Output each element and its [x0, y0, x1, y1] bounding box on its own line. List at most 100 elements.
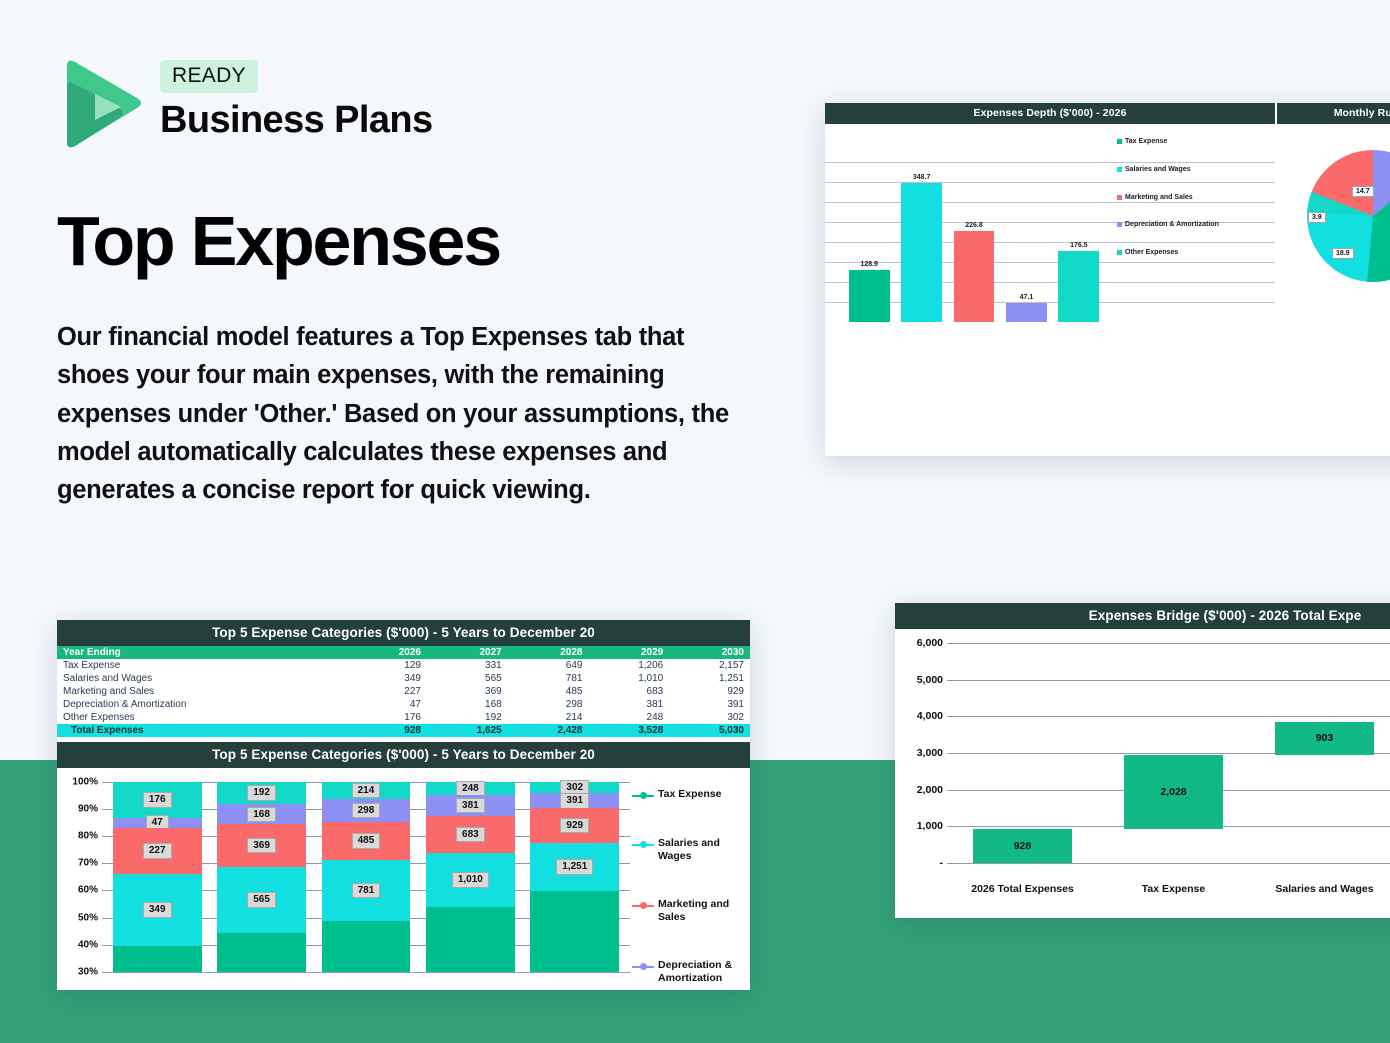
- depth-bar-value: 226.8: [965, 222, 983, 230]
- table-cell: 929: [727, 686, 744, 697]
- depth-gridlines: [825, 132, 1275, 322]
- stacked-segment: 369: [217, 824, 306, 868]
- stacked-segment-value: 192: [247, 785, 276, 801]
- table-cell: 298: [565, 699, 583, 710]
- stacked-legend-item: Tax Expense: [632, 788, 750, 801]
- stacked-segment-value: 248: [456, 780, 485, 797]
- bridge-bars: 928 2026 Total Expenses 2,028 Tax Expense 90…: [947, 643, 1390, 895]
- stacked-segment: [217, 933, 306, 972]
- legend-marker-icon: [632, 790, 654, 801]
- table-cell: 391: [727, 699, 744, 710]
- table-cell: 47: [409, 699, 421, 710]
- expense-categories-card[interactable]: Top 5 Expense Categories ($'000) - 5 Yea…: [57, 620, 750, 990]
- depth-legend: Tax Expense Salaries and Wages Marketing a…: [1117, 138, 1267, 277]
- depth-bar: [848, 270, 890, 322]
- stacked-y-tick: 100%: [72, 776, 98, 788]
- table-column-header: 2028: [507, 646, 589, 659]
- depth-legend-label: Marketing and Sales: [1125, 193, 1193, 201]
- table-column-header: Year Ending: [57, 646, 353, 659]
- stacked-segment: 176: [112, 782, 202, 819]
- stacked-segment-value: 168: [247, 806, 276, 822]
- stacked-legend-label: Marketing and Sales: [658, 898, 730, 923]
- table-row-label: Marketing and Sales: [63, 686, 155, 697]
- stacked-segment-value: 369: [247, 837, 276, 854]
- table-row-label: Tax Expense: [63, 660, 121, 671]
- table-column-header: 2029: [588, 646, 670, 659]
- bridge-y-axis: 6,000 5,000 4,000 3,000 2,000 1,000 -: [895, 637, 947, 869]
- legend-swatch-icon: [1117, 250, 1122, 255]
- legend-marker-icon: [632, 839, 654, 850]
- stacked-legend-item: Salaries and Wages: [632, 837, 750, 862]
- stacked-segment: 1,010: [426, 852, 515, 908]
- table-total-cell: 928: [352, 724, 427, 737]
- brand-name: Business Plans: [160, 99, 433, 141]
- table-cell: 369: [485, 686, 502, 697]
- expenses-depth-card[interactable]: Expenses Depth ($'000) - 2026 128.9 348.7…: [825, 103, 1390, 456]
- stacked-y-tick: 80%: [77, 830, 98, 842]
- stacked-column: 176 47 227 349: [112, 782, 202, 972]
- expenses-bridge-card[interactable]: Expenses Bridge ($'000) - 2026 Total Exp…: [895, 603, 1390, 918]
- stacked-legend-item: Depreciation & Amortization: [632, 959, 750, 984]
- stacked-segment-value: 1,010: [451, 872, 489, 888]
- depth-legend-item: Tax Expense: [1117, 138, 1267, 147]
- stacked-segment: 929: [530, 808, 620, 844]
- pie-slice-value: 3.9: [1308, 212, 1326, 223]
- stacked-y-tick: 40%: [77, 939, 98, 951]
- legend-marker-icon: [632, 961, 654, 972]
- bridge-category-label: Tax Expense: [1141, 883, 1206, 895]
- table-cell: 485: [565, 686, 583, 697]
- legend-swatch-icon: [1117, 194, 1122, 200]
- stacked-segment-value: 176: [142, 792, 172, 808]
- table-row: Marketing and Sales 227 369 485 683 929: [57, 685, 750, 698]
- table-row: Other Expenses 176 192 214 248 302: [57, 711, 750, 724]
- bridge-y-tick: -: [939, 857, 944, 869]
- stacked-segment-value: 485: [351, 833, 381, 849]
- stacked-segment: 168: [217, 804, 306, 825]
- stacked-segment: 391: [530, 793, 620, 809]
- run-rate-chart-title: Monthly Run-Rate ($'000) -: [1277, 103, 1390, 124]
- table-cell: 1,206: [638, 660, 664, 671]
- stacked-segment-value: 298: [351, 802, 381, 819]
- pie-slice-value: 18.9: [1332, 248, 1354, 259]
- bridge-bar-value: 903: [1315, 732, 1334, 745]
- table-cell: 168: [485, 699, 502, 710]
- depth-bar-column: 128.9: [843, 162, 895, 322]
- stacked-y-tick: 30%: [77, 966, 98, 978]
- gridline: [947, 716, 1390, 718]
- table-row-label: Salaries and Wages: [63, 673, 153, 684]
- stacked-column: 248 381 683 1,010: [426, 780, 515, 972]
- stacked-segment-value: 683: [456, 826, 485, 842]
- table-cell: 349: [404, 673, 421, 684]
- stacked-y-tick: 60%: [77, 884, 98, 896]
- stacked-legend: Tax Expense Salaries and Wages Marketing a…: [632, 788, 750, 990]
- stacked-columns: 176 47 227 349 192 168 369 565 214 298 485 781 248 38…: [105, 779, 627, 972]
- gridline: [947, 679, 1390, 681]
- stacked-segment-value: 349: [142, 902, 172, 918]
- table-cell: 381: [646, 699, 664, 710]
- table-row-label: Other Expenses: [63, 712, 135, 723]
- stacked-segment: 227: [112, 827, 202, 875]
- brand-logo[interactable]: READY Business Plans: [57, 58, 477, 158]
- table-cell: 192: [485, 712, 502, 723]
- table-column-header: 2027: [426, 646, 508, 659]
- table-cell: 227: [404, 686, 421, 697]
- depth-bar: [953, 231, 995, 322]
- stacked-segment: 781: [321, 860, 411, 922]
- stacked-segment-value: 781: [351, 882, 381, 899]
- table-total-cell: 3,528: [588, 724, 670, 737]
- stacked-segment-value: 227: [142, 843, 172, 859]
- depth-legend-label: Salaries and Wages: [1125, 165, 1191, 173]
- bridge-y-tick: 5,000: [916, 673, 943, 686]
- bridge-category-label: Salaries and Wages: [1275, 883, 1374, 895]
- depth-bar-column: 348.7: [895, 162, 947, 322]
- brand-logo-text: READY Business Plans: [160, 60, 433, 142]
- stacked-segment: 214: [321, 782, 411, 799]
- bridge-y-tick: 6,000: [916, 637, 943, 649]
- depth-legend-label: Tax Expense: [1125, 138, 1168, 145]
- table-cell: 302: [727, 712, 744, 723]
- gridline: [947, 863, 1390, 864]
- table-total-cell: 5,030: [669, 724, 750, 737]
- table-wrapper: Year Ending 2026 2027 2028 2029 2030 Tax Expe…: [57, 646, 750, 742]
- depth-card-panes: Expenses Depth ($'000) - 2026 128.9 348.7…: [825, 103, 1390, 322]
